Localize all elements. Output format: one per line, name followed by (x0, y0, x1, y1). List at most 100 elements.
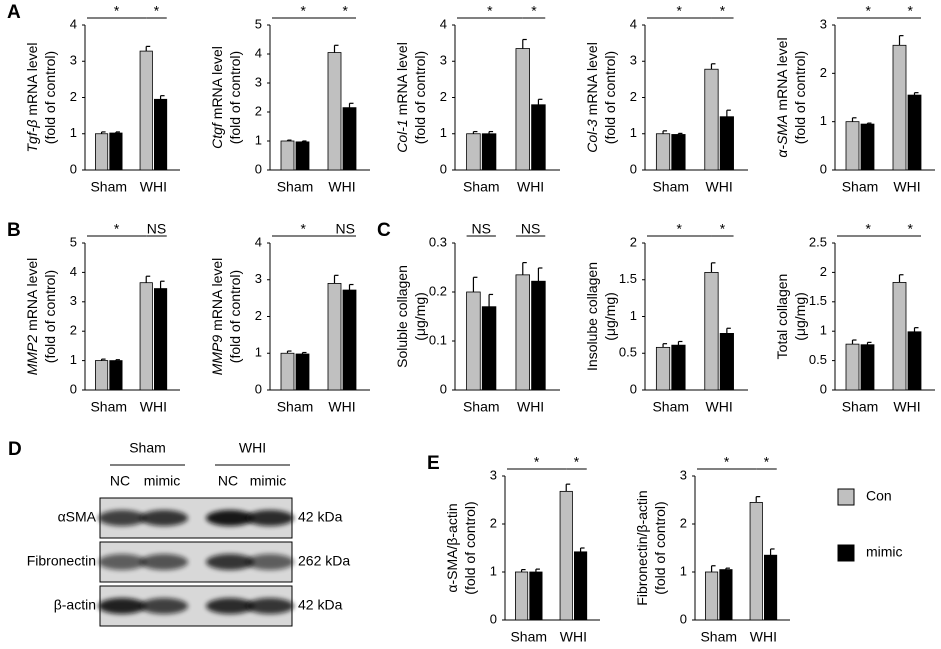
group-label: Sham (129, 440, 166, 456)
bar-chart: 0 0.5 1 1.5 2 Insolube collagen (μg/mg) Sham WHI… (584, 221, 748, 415)
bar-chart: 0 1 2 3 4 Col-3 mRNA level (fold of control) Sha… (584, 3, 748, 195)
bar (515, 571, 529, 621)
significance-label: * (908, 3, 914, 19)
y-tick-label: 1 (490, 563, 497, 578)
bar (280, 140, 295, 171)
blot-band (140, 554, 188, 570)
y-tick-label: 3 (630, 53, 637, 68)
bar-chart: E 0 1 2 3 α-SMA/β-actin (fold of control) Sham W… (427, 453, 600, 645)
blot-band (98, 510, 146, 526)
y-tick-label: 0.2 (429, 283, 447, 298)
y-axis-label-text: mRNA level (394, 42, 410, 115)
significance-label: * (677, 221, 683, 237)
y-tick-label: 2 (70, 323, 77, 338)
y-tick-label: 1.5 (619, 271, 637, 286)
significance-label: NS (336, 221, 355, 237)
y-tick-label: 0 (255, 161, 262, 176)
blot-band (140, 510, 188, 526)
significance-label: NS (472, 221, 491, 237)
y-axis-label: (fold of control) (652, 501, 668, 594)
x-tick-label: Sham (652, 399, 689, 415)
x-tick-label: WHI (706, 399, 733, 415)
significance-label: * (866, 3, 872, 19)
legend-label: Con (866, 488, 892, 504)
bar (655, 133, 671, 171)
bar (671, 344, 686, 391)
y-tick-label: 0 (70, 161, 77, 176)
x-tick-label: WHI (893, 399, 920, 415)
x-tick-label: WHI (517, 179, 544, 195)
significance-label: * (866, 221, 872, 237)
bar (719, 333, 734, 391)
significance-label: * (343, 3, 349, 19)
gene-name: Ctgf (209, 121, 225, 149)
bar-chart: 0 1 2 3 Fibronectin/β-actin (fold of control)… (634, 454, 790, 645)
bar (907, 331, 922, 391)
x-tick-label: WHI (517, 399, 544, 415)
gene-name: MMP9 (209, 335, 225, 376)
x-tick-label: Sham (842, 179, 879, 195)
bar (907, 94, 922, 171)
x-tick-label: WHI (328, 179, 355, 195)
y-tick-label: 1 (70, 125, 77, 140)
y-tick-label: 2 (680, 515, 687, 530)
bar (704, 68, 719, 171)
bar (481, 306, 497, 391)
y-axis-label-text: mRNA level (774, 37, 790, 110)
bar (860, 123, 875, 171)
y-axis-label-text: (fold of control) (227, 270, 243, 363)
bar (671, 134, 686, 171)
y-axis-label: (fold of control) (412, 51, 428, 144)
significance-label: * (154, 3, 160, 19)
bar (95, 360, 109, 391)
x-tick-label: WHI (140, 399, 167, 415)
western-blot: D Sham WHI NC mimic NC mimic αSMA 42 kDa Fibronec… (8, 439, 350, 627)
bar (342, 289, 357, 391)
y-tick-label: 3 (820, 16, 827, 31)
significance-label: * (908, 221, 914, 237)
x-tick-label: Sham (652, 179, 689, 195)
legend-swatch (837, 488, 855, 506)
y-tick-label: 1.5 (809, 293, 827, 308)
y-tick-label: 1 (255, 345, 262, 360)
x-tick-label: WHI (140, 179, 167, 195)
y-tick-label: 4 (630, 16, 637, 31)
y-tick-label: 0 (820, 161, 827, 176)
bar (515, 274, 531, 391)
blot-band (140, 598, 188, 614)
significance-label: NS (521, 221, 540, 237)
x-tick-label: WHI (706, 179, 733, 195)
y-axis-label: Fibronectin/β-actin (634, 490, 650, 605)
y-tick-label: 0 (440, 381, 447, 396)
bar (719, 569, 733, 621)
lane-label: NC (110, 473, 130, 489)
y-axis-label-text: (fold of control) (462, 501, 478, 594)
bar (515, 48, 531, 171)
bar (574, 551, 588, 621)
y-tick-label: 2 (70, 89, 77, 104)
bar (153, 98, 168, 171)
x-tick-label: WHI (328, 399, 355, 415)
y-tick-label: 4 (255, 234, 262, 249)
panel-label: E (427, 453, 440, 474)
x-tick-label: Sham (510, 629, 547, 645)
y-tick-label: 1 (820, 113, 827, 128)
bar-chart: 0 1 2 3 4 Col-1 mRNA level (fold of control) Sha… (394, 3, 560, 195)
x-tick-label: Sham (277, 179, 314, 195)
significance-label: * (301, 221, 307, 237)
x-tick-label: WHI (750, 629, 777, 645)
bar (860, 344, 875, 391)
gene-name: Col-3 (584, 119, 600, 153)
row-label: β-actin (54, 597, 96, 613)
y-tick-label: 3 (70, 53, 77, 68)
bar (764, 554, 778, 621)
y-tick-label: 3 (255, 74, 262, 89)
y-tick-label: 0 (70, 381, 77, 396)
bar-chart: A 0 1 2 3 4 Tgf-β mRNA level (fold of control) Sh… (7, 2, 180, 195)
y-axis-label-text: Insolube collagen (584, 262, 600, 371)
y-tick-label: 0.3 (429, 234, 447, 249)
bar (531, 104, 546, 171)
blot-band (246, 510, 294, 526)
y-tick-label: 1 (820, 323, 827, 338)
